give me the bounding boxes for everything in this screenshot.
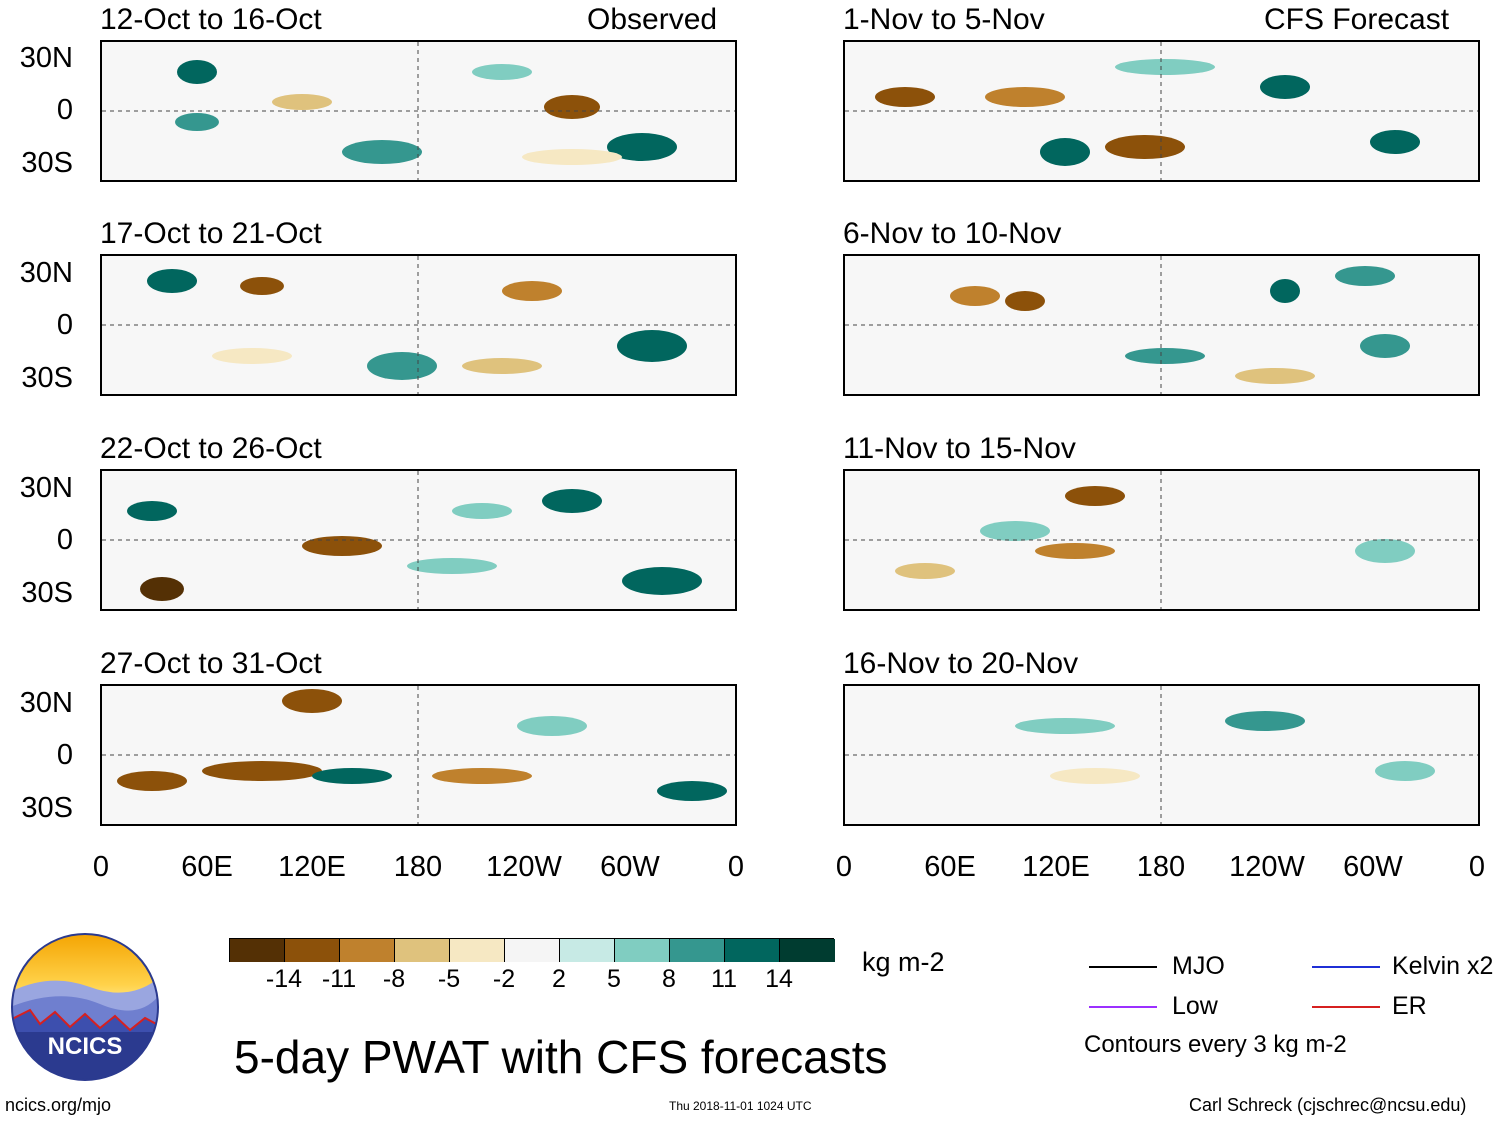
lon-label-180: 180 bbox=[1136, 851, 1186, 883]
lat-label-eq: 0 bbox=[56, 94, 73, 126]
panel-title-fc-4: 16-Nov to 20-Nov bbox=[843, 647, 1079, 680]
pwat-anomaly-field bbox=[102, 471, 735, 609]
lon-label-120e: 120E bbox=[1022, 851, 1090, 883]
ncics-logo-text: NCICS bbox=[48, 1033, 123, 1060]
colorbar-swatch-10 bbox=[725, 939, 780, 962]
lon-label-120w: 120W bbox=[1229, 851, 1305, 883]
pwat-anomaly-field bbox=[845, 471, 1478, 609]
lat-label-30n: 30N bbox=[19, 257, 73, 289]
panel-title-obs-1: 12-Oct to 16-Oct bbox=[100, 3, 322, 36]
pwat-anomaly-field bbox=[102, 686, 735, 824]
panel-title-fc-3: 11-Nov to 15-Nov bbox=[843, 432, 1076, 465]
lat-label-eq: 0 bbox=[56, 739, 73, 771]
lat-label-eq: 0 bbox=[56, 524, 73, 556]
lat-label-30s: 30S bbox=[21, 577, 73, 609]
legend-mjo-label: MJO bbox=[1172, 952, 1225, 980]
pwat-anomaly-field bbox=[845, 256, 1478, 394]
footer-timestamp: Thu 2018-11-01 1024 UTC bbox=[669, 1099, 812, 1113]
colorbar-swatch-4 bbox=[395, 939, 450, 962]
panel-title-fc-1: 1-Nov to 5-Nov bbox=[843, 3, 1045, 36]
map-panel-forecast-3 bbox=[843, 469, 1480, 611]
panel-title-obs-4: 27-Oct to 31-Oct bbox=[100, 647, 322, 680]
lon-label-0-end: 0 bbox=[727, 851, 745, 883]
forecast-label: CFS Forecast bbox=[1264, 3, 1450, 36]
colorbar bbox=[229, 938, 835, 962]
lon-label-120w: 120W bbox=[486, 851, 562, 883]
legend-mjo-line bbox=[1089, 966, 1157, 968]
colorbar-swatch-6 bbox=[505, 939, 560, 962]
colorbar-swatch-2 bbox=[285, 939, 340, 962]
lon-label-180: 180 bbox=[393, 851, 443, 883]
map-panel-observed-4 bbox=[100, 684, 737, 826]
lon-label-60e: 60E bbox=[181, 851, 233, 883]
colorbar-swatch-1 bbox=[230, 939, 285, 962]
colorbar-swatch-9 bbox=[670, 939, 725, 962]
lat-label-30s: 30S bbox=[21, 792, 73, 824]
colorbar-tick: 8 bbox=[662, 965, 676, 993]
colorbar-tick: -2 bbox=[492, 965, 516, 993]
lon-label-60e: 60E bbox=[924, 851, 976, 883]
map-panel-forecast-2 bbox=[843, 254, 1480, 396]
lon-label-0-end: 0 bbox=[1468, 851, 1486, 883]
lat-label-30n: 30N bbox=[19, 42, 73, 74]
colorbar-tick: 2 bbox=[552, 965, 566, 993]
colorbar-swatch-11 bbox=[780, 939, 835, 962]
footer-author: Carl Schreck (cjschrec@ncsu.edu) bbox=[1189, 1095, 1467, 1115]
lat-label-30n: 30N bbox=[19, 687, 73, 719]
map-panel-forecast-1 bbox=[843, 40, 1480, 182]
legend-low-label: Low bbox=[1172, 992, 1218, 1020]
colorbar-tick: -5 bbox=[437, 965, 461, 993]
colorbar-tick: -14 bbox=[265, 965, 303, 993]
colorbar-tick: 14 bbox=[765, 965, 793, 993]
pwat-anomaly-field bbox=[845, 42, 1478, 180]
lon-label-60w: 60W bbox=[600, 851, 660, 883]
colorbar-tick: -8 bbox=[382, 965, 406, 993]
colorbar-swatch-8 bbox=[615, 939, 670, 962]
panel-title-fc-2: 6-Nov to 10-Nov bbox=[843, 217, 1062, 250]
legend-kelvin-label: Kelvin x2 bbox=[1392, 952, 1494, 980]
colorbar-tick: 11 bbox=[711, 965, 737, 993]
map-panel-forecast-4 bbox=[843, 684, 1480, 826]
colorbar-tick: 5 bbox=[607, 965, 621, 993]
lon-label-60w: 60W bbox=[1343, 851, 1403, 883]
colorbar-units: kg m-2 bbox=[862, 947, 945, 977]
figure-title: 5-day PWAT with CFS forecasts bbox=[234, 1031, 888, 1083]
observed-label: Observed bbox=[587, 3, 718, 36]
lon-label-120e: 120E bbox=[278, 851, 346, 883]
map-panel-observed-1 bbox=[100, 40, 737, 182]
lat-label-eq: 0 bbox=[56, 309, 73, 341]
map-panel-observed-3 bbox=[100, 469, 737, 611]
contour-note: Contours every 3 kg m-2 bbox=[1084, 1031, 1347, 1058]
lat-label-30s: 30S bbox=[21, 147, 73, 179]
legend-kelvin-line bbox=[1312, 966, 1380, 968]
lon-label-0: 0 bbox=[92, 851, 110, 883]
colorbar-swatch-7 bbox=[560, 939, 615, 962]
lat-label-30s: 30S bbox=[21, 362, 73, 394]
legend-er-label: ER bbox=[1392, 992, 1427, 1020]
pwat-anomaly-field bbox=[102, 42, 735, 180]
footer-url[interactable]: ncics.org/mjo bbox=[5, 1095, 112, 1115]
pwat-anomaly-field bbox=[102, 256, 735, 394]
panel-title-obs-2: 17-Oct to 21-Oct bbox=[100, 217, 322, 250]
lon-label-0: 0 bbox=[835, 851, 853, 883]
colorbar-tick: -11 bbox=[321, 965, 357, 993]
lat-label-30n: 30N bbox=[19, 472, 73, 504]
pwat-anomaly-field bbox=[845, 686, 1478, 824]
ncics-logo: NCICS bbox=[10, 932, 160, 1082]
panel-title-obs-3: 22-Oct to 26-Oct bbox=[100, 432, 322, 465]
colorbar-swatch-5 bbox=[450, 939, 505, 962]
legend-low-line bbox=[1089, 1006, 1157, 1008]
legend-er-line bbox=[1312, 1006, 1380, 1008]
map-panel-observed-2 bbox=[100, 254, 737, 396]
colorbar-swatch-3 bbox=[340, 939, 395, 962]
